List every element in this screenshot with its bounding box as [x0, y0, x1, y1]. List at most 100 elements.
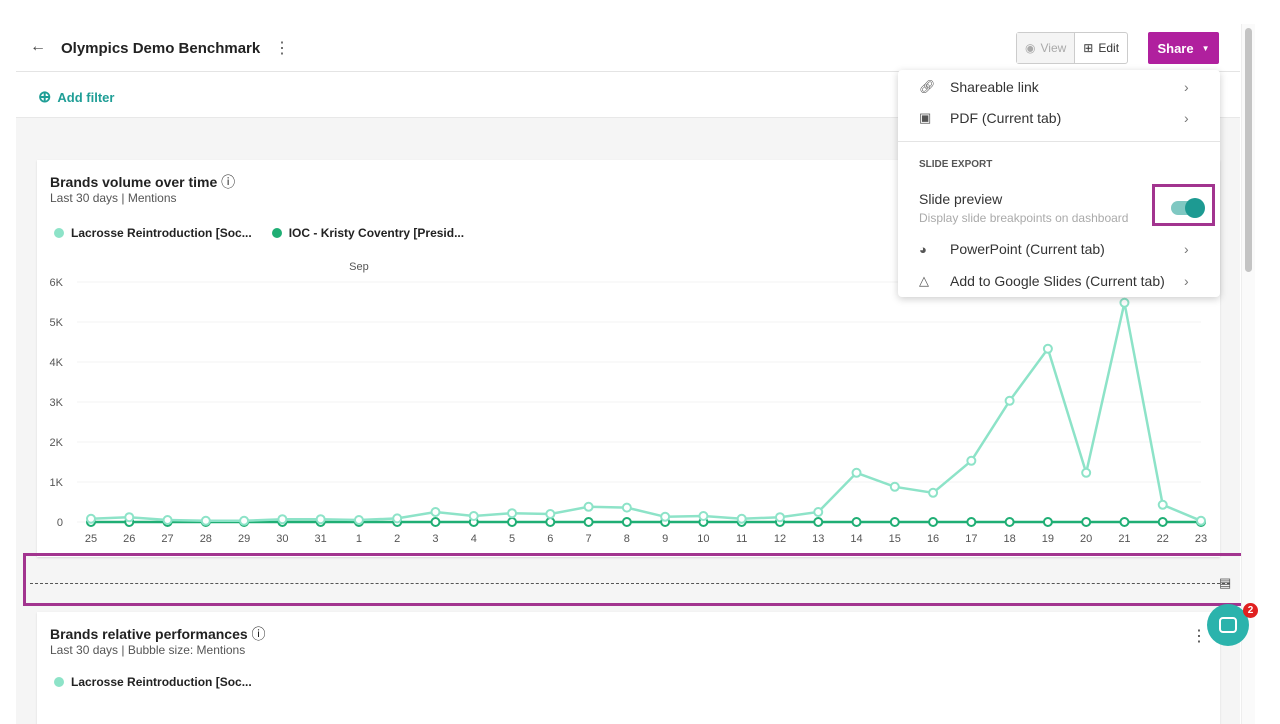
- menu-item-powerpoint[interactable]: ◕ PowerPoint (Current tab) ›: [898, 234, 1220, 264]
- series-line: [90, 302, 1202, 523]
- chat-badge: 2: [1243, 603, 1258, 618]
- chart-legend: Lacrosse Reintroduction [Soc... IOC - Kr…: [54, 226, 464, 240]
- chat-icon: [1219, 617, 1237, 633]
- info-icon[interactable]: ⓘ: [221, 174, 236, 190]
- back-arrow-icon[interactable]: ←: [30, 38, 46, 55]
- slide-preview-label: Slide preview: [919, 191, 1003, 207]
- eye-icon: ◉: [1025, 41, 1036, 55]
- y-tick-label: 5K: [50, 317, 64, 329]
- x-tick-label: 28: [200, 533, 212, 545]
- menu-label: PowerPoint (Current tab): [950, 241, 1105, 257]
- pdf-icon: ▣: [919, 110, 932, 125]
- menu-item-shareable-link[interactable]: 🔗︎ Shareable link ›: [898, 72, 1220, 102]
- more-options-icon[interactable]: ⋮: [274, 40, 290, 57]
- caret-down-icon: ▼: [1201, 43, 1210, 53]
- x-tick-label: 11: [736, 533, 747, 545]
- data-point: [1157, 517, 1168, 527]
- data-point: [353, 515, 364, 525]
- legend-label: IOC - Kristy Coventry [Presid...: [288, 226, 465, 240]
- data-point: [545, 509, 556, 519]
- widget-subtitle: Last 30 days | Mentions: [50, 191, 177, 205]
- data-point: [1004, 395, 1015, 406]
- legend-dot: [271, 228, 282, 238]
- x-tick-label: 23: [1195, 533, 1207, 545]
- menu-item-pdf[interactable]: ▣ PDF (Current tab) ›: [898, 103, 1220, 133]
- x-tick-label: 13: [812, 533, 824, 545]
- section-title: SLIDE EXPORT: [919, 159, 993, 170]
- dashboard-header: ← Olympics Demo Benchmark ⋮ ◉ View ⊞ Edit …: [16, 24, 1240, 72]
- menu-item-google-slides[interactable]: △ Add to Google Slides (Current tab) ›: [898, 266, 1220, 296]
- chart-legend: Lacrosse Reintroduction [Soc...: [54, 675, 252, 689]
- scrollbar-thumb[interactable]: [1245, 28, 1252, 272]
- data-point: [507, 517, 518, 527]
- data-point: [200, 515, 211, 526]
- widget-title: Brands relative performances ⓘ: [50, 624, 266, 644]
- chevron-right-icon: ›: [1184, 241, 1189, 257]
- share-menu: 🔗︎ Shareable link › ▣ PDF (Current tab) › SL…: [898, 70, 1220, 297]
- month-label: Sep: [349, 261, 369, 273]
- data-point: [1196, 515, 1206, 526]
- x-tick-label: 19: [1042, 533, 1054, 545]
- data-point: [239, 515, 250, 526]
- google-slides-icon: △: [919, 273, 929, 288]
- x-tick-label: 15: [889, 533, 901, 545]
- widget-title: Brands volume over time ⓘ: [50, 172, 235, 192]
- x-tick-label: 16: [927, 533, 939, 545]
- data-point: [774, 512, 785, 523]
- data-point: [86, 513, 96, 524]
- x-tick-label: 27: [161, 533, 173, 545]
- chat-button[interactable]: [1207, 604, 1249, 646]
- legend-item[interactable]: IOC - Kristy Coventry [Presid...: [271, 226, 465, 240]
- widget-menu-icon[interactable]: ⋮: [1191, 628, 1207, 645]
- legend-label: Lacrosse Reintroduction [Soc...: [71, 226, 252, 240]
- chevron-right-icon: ›: [1184, 273, 1189, 289]
- data-point: [736, 513, 747, 524]
- x-tick-label: 14: [850, 533, 862, 545]
- view-edit-toggle: ◉ View ⊞ Edit: [1016, 32, 1129, 64]
- x-tick-label: 9: [662, 533, 668, 545]
- powerpoint-icon: ◕: [919, 241, 927, 257]
- y-tick-label: 3K: [50, 397, 64, 409]
- x-tick-label: 4: [471, 533, 477, 545]
- data-point: [277, 514, 288, 525]
- view-button[interactable]: ◉ View: [1017, 33, 1076, 63]
- info-icon[interactable]: ⓘ: [251, 626, 266, 642]
- legend-label: Lacrosse Reintroduction [Soc...: [71, 675, 252, 689]
- menu-divider: [898, 141, 1220, 142]
- legend-item[interactable]: Lacrosse Reintroduction [Soc...: [54, 226, 252, 240]
- data-point: [851, 467, 862, 478]
- edit-button[interactable]: ⊞ Edit: [1075, 33, 1127, 63]
- data-point: [1042, 343, 1053, 354]
- data-point: [507, 508, 518, 519]
- add-filter-label: Add filter: [57, 89, 115, 105]
- widget-title-text: Brands volume over time: [50, 174, 218, 190]
- data-point: [813, 517, 824, 527]
- x-tick-label: 5: [509, 533, 515, 545]
- data-point: [698, 511, 709, 521]
- slide-break-icon[interactable]: ▤: [1219, 575, 1232, 590]
- data-point: [889, 481, 900, 492]
- data-point: [1081, 467, 1092, 478]
- scrollbar[interactable]: [1241, 24, 1255, 724]
- slide-preview-toggle[interactable]: [1171, 198, 1205, 218]
- legend-item[interactable]: Lacrosse Reintroduction [Soc...: [54, 675, 252, 689]
- add-filter-button[interactable]: ⊕ Add filter: [38, 87, 114, 107]
- x-tick-label: 10: [697, 533, 709, 545]
- x-tick-label: 6: [547, 533, 553, 545]
- x-tick-label: 31: [315, 533, 327, 545]
- y-tick-label: 6K: [50, 277, 64, 289]
- legend-dot: [54, 677, 64, 687]
- slide-breakpoint-line: [30, 583, 1230, 584]
- link-icon: 🔗︎: [919, 79, 936, 94]
- x-tick-label: 7: [586, 533, 592, 545]
- data-point: [1119, 517, 1130, 527]
- data-point: [1119, 297, 1130, 308]
- view-label: View: [1040, 41, 1067, 55]
- data-point: [392, 513, 403, 524]
- share-button[interactable]: Share ▼: [1148, 32, 1219, 64]
- share-label: Share: [1157, 40, 1194, 56]
- x-tick-label: 29: [238, 533, 250, 545]
- x-tick-label: 21: [1118, 533, 1130, 545]
- data-point: [1004, 517, 1015, 527]
